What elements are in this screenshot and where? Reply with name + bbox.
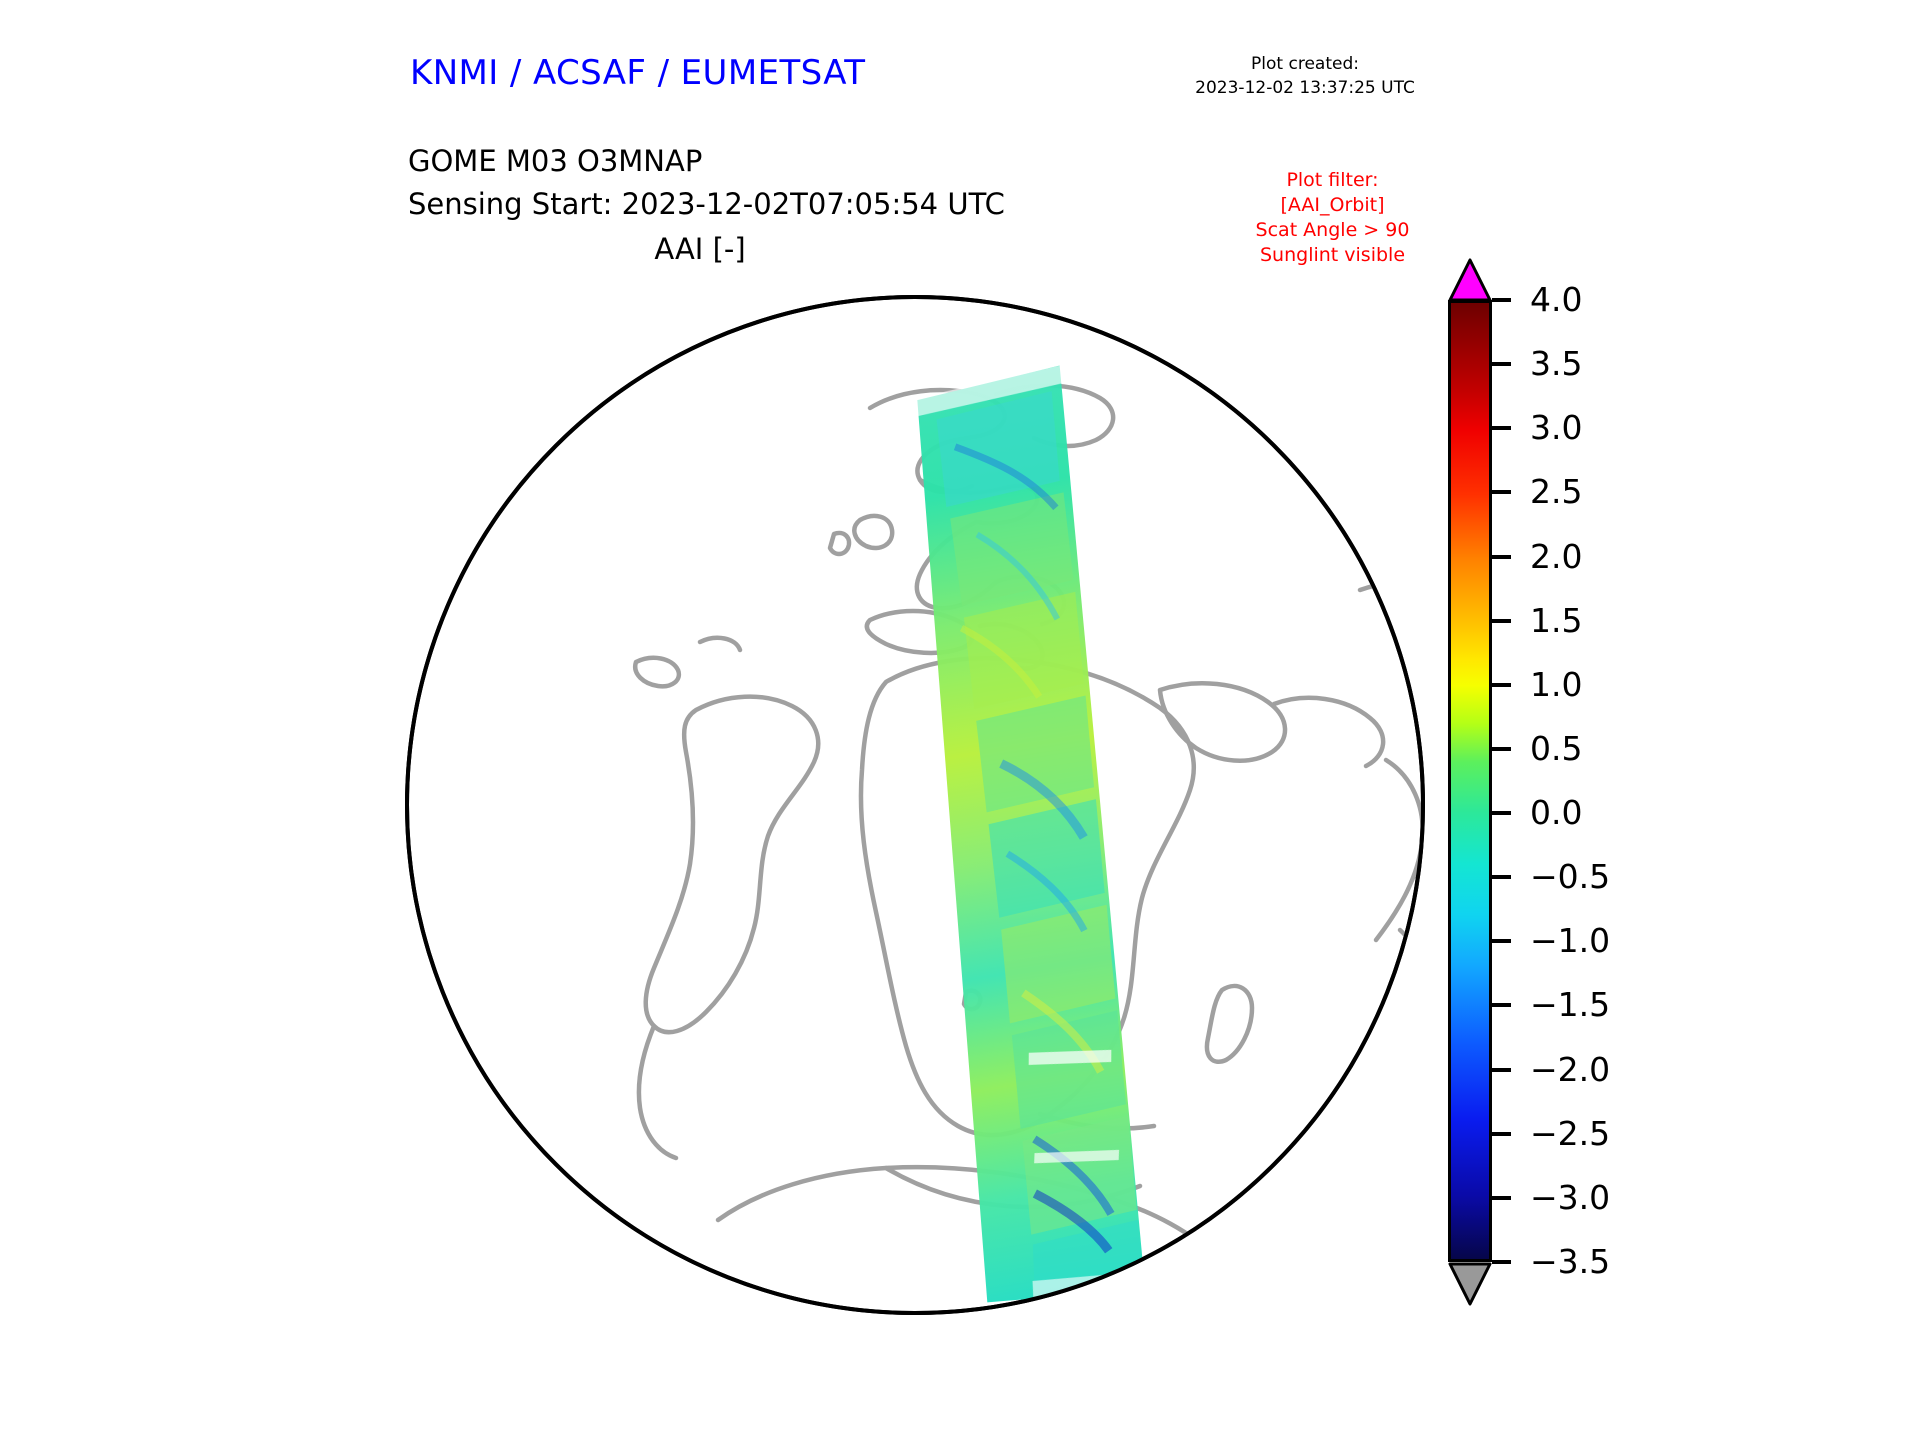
- sensing-start-title: Sensing Start: 2023-12-02T07:05:54 UTC: [408, 187, 1005, 221]
- colorbar-tick-mark: [1492, 939, 1511, 944]
- colorbar-tick-label: −3.0: [1530, 1177, 1611, 1217]
- colorbar-tick-label: −0.5: [1530, 857, 1611, 897]
- quantity-label: AAI [-]: [654, 232, 746, 266]
- globe-map: [400, 290, 1430, 1320]
- colorbar-tick-mark: [1492, 1067, 1511, 1072]
- colorbar-tick-mark: [1492, 362, 1511, 367]
- plot-filter-block: Plot filter: [AAI_Orbit] Scat Angle > 90…: [1215, 168, 1450, 268]
- colorbar-tick-mark: [1492, 811, 1511, 816]
- colorbar-tick-label: −1.5: [1530, 985, 1611, 1025]
- colorbar-tick-label: −2.0: [1530, 1049, 1611, 1089]
- colorbar-tick-mark: [1492, 1003, 1511, 1008]
- colorbar-tick-mark: [1492, 554, 1511, 559]
- colorbar-tick-label: −3.5: [1530, 1242, 1611, 1281]
- colorbar-tick-label: 3.0: [1530, 408, 1583, 448]
- colorbar-tick-label: 1.0: [1530, 664, 1583, 704]
- instrument-title: GOME M03 O3MNAP: [408, 144, 703, 178]
- colorbar-tick-mark: [1492, 875, 1511, 880]
- plot-filter-line-1: Scat Angle > 90: [1255, 219, 1410, 241]
- colorbar-tick-label: −1.0: [1530, 921, 1611, 961]
- colorbar-tick-label: 2.5: [1530, 472, 1583, 512]
- colorbar-tick-mark: [1492, 1195, 1511, 1200]
- colorbar-tick-mark: [1492, 746, 1511, 751]
- colorbar-tick-mark: [1492, 618, 1511, 623]
- satellite-swath: [915, 365, 1146, 1303]
- plot-created-timestamp: 2023-12-02 13:37:25 UTC: [1195, 78, 1415, 98]
- colorbar-tick-label: 4.0: [1530, 280, 1583, 319]
- colorbar-tick-mark: [1492, 490, 1511, 495]
- colorbar-tick-label: 2.0: [1530, 536, 1583, 576]
- plot-filter-heading: Plot filter:: [1286, 169, 1379, 191]
- colorbar-tick-mark: [1492, 1131, 1511, 1136]
- colorbar-tick-mark: [1492, 682, 1511, 687]
- colorbar-tick-label: 0.0: [1530, 793, 1583, 833]
- colorbar-under-arrow: [1448, 1262, 1492, 1306]
- organisation-header: KNMI / ACSAF / EUMETSAT: [410, 53, 866, 93]
- colorbar-tick-mark: [1492, 298, 1511, 302]
- globe-outline: [405, 295, 1425, 1315]
- plot-filter-line-0: [AAI_Orbit]: [1280, 194, 1385, 216]
- colorbar-tick-label: 1.5: [1530, 600, 1583, 640]
- plot-filter-line-2: Sunglint visible: [1259, 244, 1406, 266]
- plot-created-block: Plot created: 2023-12-02 13:37:25 UTC: [1160, 52, 1450, 100]
- colorbar-tick-mark: [1492, 1260, 1511, 1264]
- colorbar-ticks: 4.0 3.5 3.0 2.5 2.0 1.5 1.0 0.5 0.0 −0.5 −1.0 −1.5 −…: [1492, 280, 1722, 1281]
- colorbar-over-arrow: [1448, 258, 1492, 302]
- title-block: GOME M03 O3MNAP Sensing Start: 2023-12-0…: [408, 140, 1005, 226]
- colorbar-tick-label: 3.5: [1530, 344, 1583, 384]
- colorbar-tick-label: 0.5: [1530, 728, 1583, 768]
- colorbar: [1448, 300, 1492, 1262]
- colorbar-tick-mark: [1492, 426, 1511, 431]
- colorbar-tick-label: −2.5: [1530, 1113, 1611, 1153]
- plot-created-label: Plot created:: [1251, 54, 1359, 74]
